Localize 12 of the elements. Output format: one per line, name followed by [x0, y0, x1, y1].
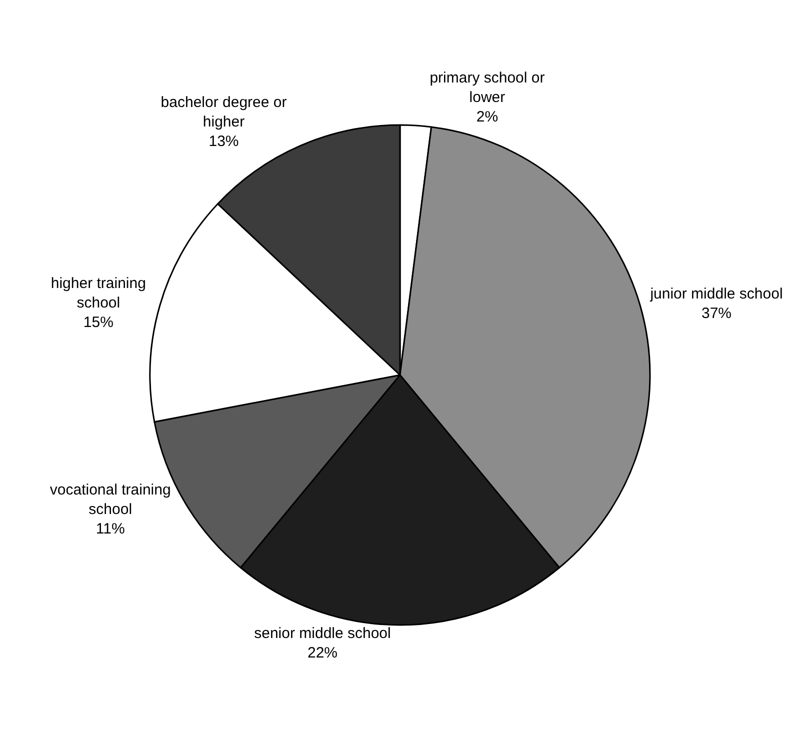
slice-label: vocational training school: [50, 482, 171, 518]
data-label: 22%: [307, 644, 338, 662]
slice-label: junior middle school: [649, 286, 783, 303]
data-label: 13%: [208, 132, 239, 150]
slice-label: bachelor degree or higher: [160, 94, 287, 130]
slice-label: primary school or lower: [430, 70, 545, 106]
data-label: 37%: [701, 305, 732, 322]
data-label: 15%: [83, 314, 114, 332]
data-label: 11%: [96, 520, 125, 538]
slice-label: senior middle school: [254, 625, 391, 642]
slice-label: higher training school: [50, 275, 146, 312]
data-label: 2%: [476, 108, 498, 126]
